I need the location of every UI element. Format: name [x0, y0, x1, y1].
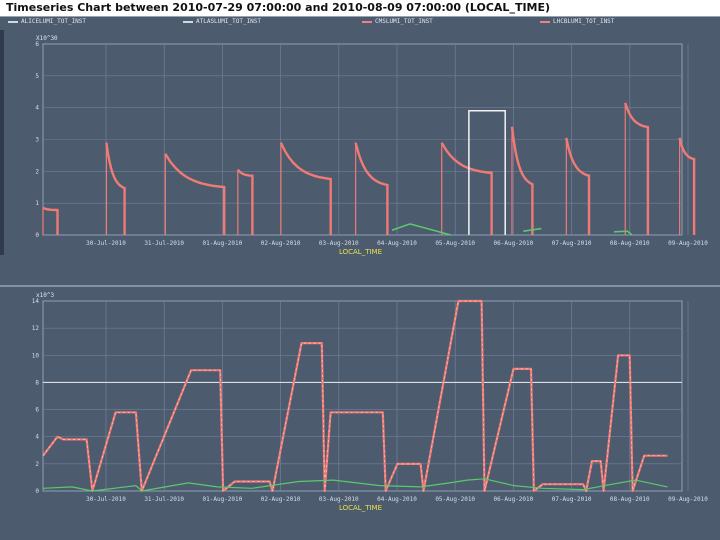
x-tick-label: 30-Jul-2010	[86, 496, 126, 503]
y-tick-label: 10	[32, 352, 40, 359]
x-tick-label: 01-Aug-2010	[203, 496, 243, 503]
y-tick-label: 4	[35, 434, 39, 441]
x-tick-label: 01-Aug-2010	[203, 240, 243, 247]
y-tick-label: 0	[35, 232, 39, 239]
legend-item-cms[interactable]: CMSLUMI_TOT_INST	[362, 18, 433, 25]
x-tick-label: 03-Aug-2010	[319, 240, 359, 247]
x-tick-label: 02-Aug-2010	[261, 240, 301, 247]
series-decay	[164, 153, 226, 235]
legend-item-lhcb[interactable]: LHCBLUMI_TOT_INST	[540, 18, 614, 25]
y-tick-label: 0	[35, 488, 39, 495]
series-line	[42, 478, 668, 492]
panel-divider	[0, 285, 720, 287]
panel-edge	[0, 30, 4, 255]
legend-label: ALICELUMI_TOT_INST	[21, 18, 87, 25]
y-tick-label: 5	[35, 73, 39, 80]
x-tick-label: 07-Aug-2010	[552, 240, 592, 247]
series-step	[613, 230, 633, 236]
x-tick-label: 06-Aug-2010	[494, 496, 534, 503]
series-block	[468, 110, 506, 235]
legend-swatch-icon	[540, 20, 550, 23]
legend-label: CMSLUMI_TOT_INST	[375, 18, 433, 25]
series-decay	[236, 168, 254, 235]
series-decay	[510, 126, 534, 235]
x-tick-label: 05-Aug-2010	[435, 240, 475, 247]
y-tick-label: 14	[32, 298, 40, 305]
series-step	[391, 223, 452, 236]
legend: ALICELUMI_TOT_INST ATLASLUMI_TOT_INST CM…	[0, 17, 720, 29]
x-tick-label: 04-Aug-2010	[377, 496, 417, 503]
series-decay	[105, 142, 126, 235]
series-decay	[440, 142, 493, 235]
legend-swatch-icon	[183, 20, 193, 23]
legend-item-alice[interactable]: ALICELUMI_TOT_INST	[8, 18, 86, 25]
y-tick-label: 2	[35, 461, 39, 468]
y-tick-label: 4	[35, 105, 39, 112]
y-tick-label: 3	[35, 137, 39, 144]
chart-title-bar: Timeseries Chart between 2010-07-29 07:0…	[0, 0, 720, 17]
x-tick-label: 03-Aug-2010	[319, 496, 359, 503]
x-tick-label: 31-Jul-2010	[144, 240, 184, 247]
series-line-overlay	[42, 300, 668, 493]
series-decay	[354, 142, 389, 235]
y-tick-label: 2	[35, 168, 39, 175]
x-tick-label: 31-Jul-2010	[144, 496, 184, 503]
x-tick-label: 08-Aug-2010	[610, 240, 650, 247]
x-tick-label: 02-Aug-2010	[261, 496, 301, 503]
series-decay	[565, 137, 591, 235]
legend-item-atlas[interactable]: ATLASLUMI_TOT_INST	[183, 18, 261, 25]
y-axis-label: x10^3	[36, 292, 54, 299]
series-step	[523, 227, 542, 232]
x-tick-label: 08-Aug-2010	[610, 496, 650, 503]
legend-label: ATLASLUMI_TOT_INST	[196, 18, 262, 25]
x-tick-label: 09-Aug-2010	[668, 496, 708, 503]
x-tick-label: 05-Aug-2010	[435, 496, 475, 503]
x-tick-label: 30-Jul-2010	[86, 240, 126, 247]
legend-label: LHCBLUMI_TOT_INST	[553, 18, 615, 25]
x-tick-label: 06-Aug-2010	[494, 240, 534, 247]
y-tick-label: 12	[32, 325, 40, 332]
series-decay	[279, 142, 332, 235]
y-tick-label: 8	[35, 379, 39, 386]
chart-title: Timeseries Chart between 2010-07-29 07:0…	[6, 1, 551, 14]
y-tick-label: 6	[35, 41, 39, 48]
y-tick-label: 6	[35, 407, 39, 414]
legend-swatch-icon	[8, 20, 18, 23]
series-decay	[624, 102, 650, 235]
x-tick-label: 09-Aug-2010	[668, 240, 708, 247]
bottom-chart: 30-Jul-2010 31-Jul-2010 01-Aug-2010 02-Aug-…	[32, 292, 708, 512]
x-tick-label: 07-Aug-2010	[552, 496, 592, 503]
legend-swatch-icon	[362, 20, 372, 23]
series-decay	[678, 137, 696, 235]
y-tick-label: 1	[35, 200, 39, 207]
series-decay	[42, 206, 59, 235]
x-axis-label: LOCAL_TIME	[339, 248, 382, 256]
top-chart: 30-Jul-2010 31-Jul-2010 01-Aug-2010 02-Aug-…	[35, 35, 708, 256]
y-axis-label: X10^30	[36, 35, 58, 42]
plot-frame	[42, 300, 683, 492]
series-line	[42, 299, 668, 493]
x-tick-label: 04-Aug-2010	[377, 240, 417, 247]
x-axis-label: LOCAL_TIME	[339, 504, 382, 512]
